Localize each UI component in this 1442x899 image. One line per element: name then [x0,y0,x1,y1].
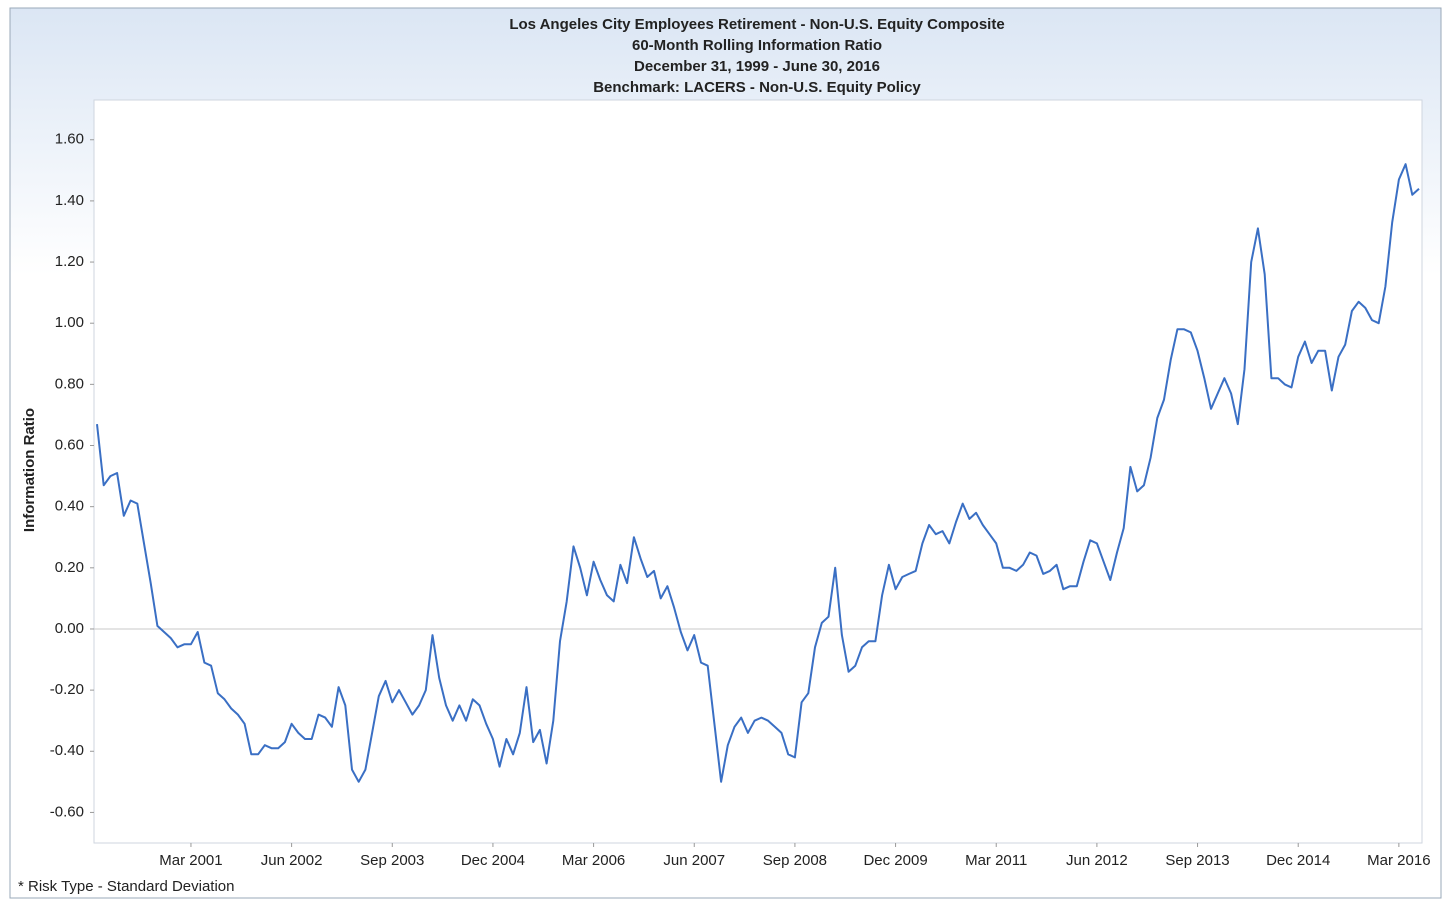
plot-area [93,99,1423,844]
chart-title: December 31, 1999 - June 30, 2016 [634,58,880,75]
x-tick-label: Dec 2014 [1266,852,1330,869]
x-tick-label: Dec 2004 [461,852,525,869]
x-tick-label: Dec 2009 [863,852,927,869]
x-tick-label: Mar 2006 [562,852,625,869]
y-tick-label: 0.80 [55,375,84,392]
y-tick-label: 0.40 [55,498,84,515]
x-tick-label: Sep 2013 [1165,852,1229,869]
x-tick-label: Mar 2011 [965,852,1027,869]
y-tick-label: 0.00 [55,620,84,637]
x-tick-label: Mar 2001 [159,852,222,869]
y-tick-label: 0.20 [55,559,84,576]
y-tick-label: 0.60 [55,436,84,453]
y-tick-label: -0.40 [50,742,84,759]
y-tick-label: 1.00 [55,314,84,331]
data-line [96,163,1420,783]
y-tick-label: 1.40 [55,192,84,209]
y-tick-label: 1.20 [55,253,84,270]
y-tick-label: -0.20 [50,681,84,698]
x-tick-label: Sep 2008 [763,852,827,869]
x-tick-label: Jun 2002 [261,852,323,869]
x-tick-label: Mar 2016 [1367,852,1430,869]
x-tick-label: Sep 2003 [360,852,424,869]
y-tick-label: 1.60 [55,131,84,148]
chart-title: 60-Month Rolling Information Ratio [632,37,882,54]
x-tick-label: Jun 2012 [1066,852,1128,869]
x-tick-label: Jun 2007 [663,852,725,869]
y-axis-label: Information Ratio [21,408,38,532]
chart-title: Los Angeles City Employees Retirement - … [509,16,1004,33]
footnote: * Risk Type - Standard Deviation [18,878,235,895]
y-tick-label: -0.60 [50,803,84,820]
chart-title: Benchmark: LACERS - Non-U.S. Equity Poli… [593,79,921,96]
